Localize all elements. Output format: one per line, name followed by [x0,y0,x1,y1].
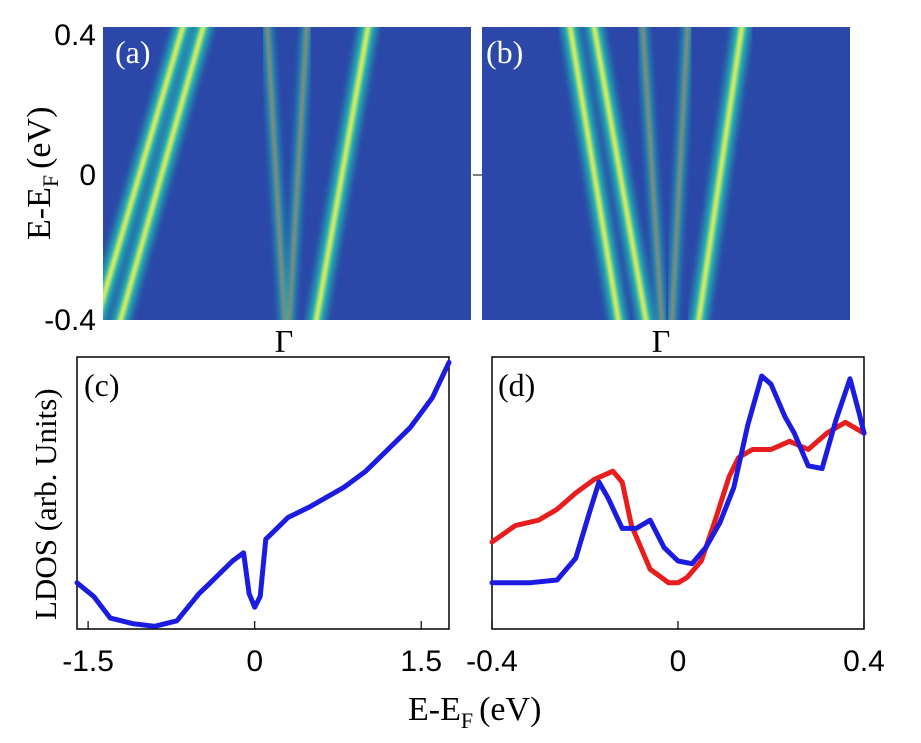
series-line-blue [489,373,867,586]
panel-b-background [482,27,850,320]
gamma-label-b: Γ [652,323,671,359]
ytick-top: 0.4 [54,19,96,52]
panel-d-frame [491,356,865,630]
series-line-LDOS [74,359,452,629]
panel-d: (d) -0.4 0 0.4 [466,356,885,678]
band-core-inner-right [670,27,689,320]
panel-c-label: (c) [84,367,120,403]
band-core-outer-right [313,27,371,320]
panel-c-frame [76,356,450,630]
panel-b-bands [562,27,750,320]
panel-b-heatmap: (b) [482,27,850,320]
ytick-bottom: -0.4 [44,304,96,337]
ytick-zero: 0 [79,159,96,192]
shared-xlabel: E-EF (eV) [408,691,541,733]
band-core-inner-left [641,27,663,320]
band-core-outer-left [567,27,621,320]
xtick-label: 1.5 [400,645,442,678]
band-core-outer-left-2 [117,27,206,320]
band-core-outer-right [696,27,745,320]
panel-d-label: (d) [498,367,535,403]
xtick-label: 0.4 [843,645,885,678]
band-core-outer-left-2 [591,27,649,320]
top-ylabel: E-EF(eV) [21,107,63,240]
panel-b-label: (b) [486,34,523,70]
panel-a-label: (a) [115,34,151,70]
band-core-inner-right [288,27,308,320]
xtick-label: 0 [670,645,687,678]
panel-a-heatmap: (a) [103,27,471,320]
panel-a-bands [103,27,377,320]
xtick-label: 0 [246,645,263,678]
xtick-label: -1.5 [62,645,114,678]
gamma-label-a: Γ [275,323,294,359]
bottom-ylabel: LDOS (arb. Units) [28,388,63,620]
band-core-inner-left [266,27,286,320]
xtick-label: -0.4 [466,645,518,678]
series-line-red [489,419,867,586]
panel-c: (c) -1.5 0 1.5 [62,356,452,678]
band-core-outer-left [103,27,186,308]
